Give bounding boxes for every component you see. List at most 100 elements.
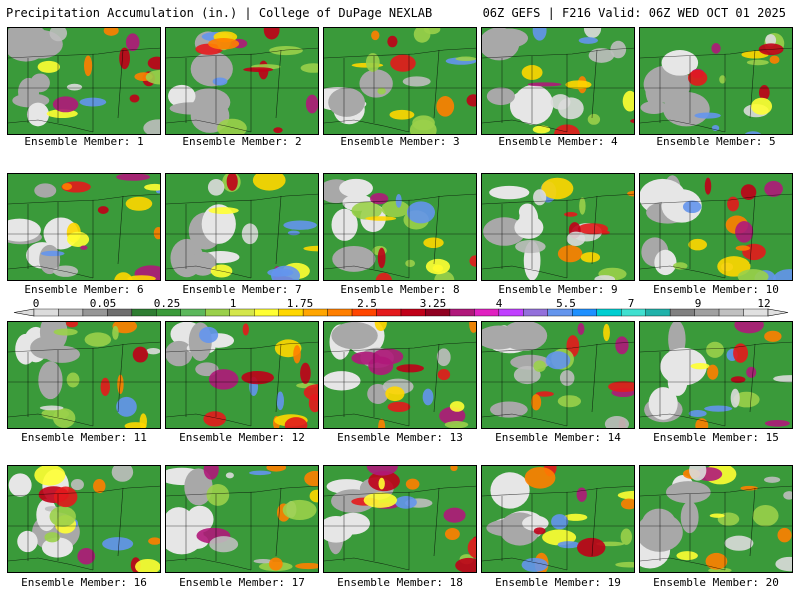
- colorbar-swatch: [107, 308, 133, 317]
- colorbar-swatch: [131, 308, 157, 317]
- colorbar-tick-label: 0: [33, 298, 40, 310]
- colorbar-swatch: [621, 308, 646, 317]
- ensemble-member-label: Ensemble Member: 20: [653, 576, 779, 589]
- colorbar-swatch: [302, 308, 328, 317]
- colorbar-tick-label: 0.25: [154, 298, 181, 310]
- ensemble-member-map: [165, 173, 319, 281]
- colorbar-swatch: [645, 308, 671, 317]
- ensemble-member-label: Ensemble Member: 8: [340, 283, 460, 296]
- precip-map-field: [324, 322, 476, 428]
- colorbar-swatch: [82, 308, 108, 317]
- ensemble-member-label: Ensemble Member: 3: [340, 135, 460, 148]
- colorbar-tick-label: 3.25: [420, 298, 447, 310]
- precip-map-field: [640, 322, 792, 428]
- ensemble-member-map: [165, 321, 319, 429]
- precip-map-field: [166, 322, 318, 428]
- colorbar-swatch: [449, 308, 475, 317]
- colorbar-swatch: [229, 308, 255, 317]
- colorbar-swatch: [596, 308, 622, 317]
- ensemble-member-label: Ensemble Member: 2: [182, 135, 302, 148]
- precip-map-field: [324, 174, 476, 280]
- colorbar-swatch: [523, 308, 548, 317]
- colorbar-tick-label: 12: [757, 298, 770, 310]
- precip-map-field: [640, 174, 792, 280]
- ensemble-member-map: [639, 321, 793, 429]
- colorbar-tick-label: 5.5: [556, 298, 576, 310]
- ensemble-member-map: [7, 27, 161, 135]
- ensemble-member-label: Ensemble Member: 19: [495, 576, 621, 589]
- colorbar-right-arrow: [767, 308, 789, 317]
- ensemble-member-label: Ensemble Member: 16: [21, 576, 147, 589]
- ensemble-member-map: [639, 465, 793, 573]
- ensemble-member-label: Ensemble Member: 14: [495, 431, 621, 444]
- colorbar-swatch: [278, 308, 304, 317]
- colorbar-swatch: [425, 308, 451, 317]
- precip-map-field: [166, 466, 318, 572]
- colorbar-tick-label: 9: [695, 298, 702, 310]
- colorbar-swatch: [58, 308, 84, 317]
- ensemble-member-map: [481, 27, 635, 135]
- ensemble-member-map: [639, 27, 793, 135]
- ensemble-member-map: [165, 465, 319, 573]
- colorbar-swatch: [694, 308, 720, 317]
- ensemble-member-map: [323, 321, 477, 429]
- precip-map-field: [166, 174, 318, 280]
- ensemble-member-map: [481, 321, 635, 429]
- ensemble-member-label: Ensemble Member: 13: [337, 431, 463, 444]
- precip-map-field: [8, 28, 160, 134]
- precip-map-field: [482, 322, 634, 428]
- ensemble-member-label: Ensemble Member: 9: [498, 283, 618, 296]
- precip-map-field: [482, 466, 634, 572]
- ensemble-member-label: Ensemble Member: 11: [21, 431, 147, 444]
- ensemble-member-label: Ensemble Member: 4: [498, 135, 618, 148]
- ensemble-member-map: [323, 465, 477, 573]
- ensemble-member-map: [7, 465, 161, 573]
- colorbar-swatch: [669, 308, 695, 317]
- colorbar-tick-label: 4: [496, 298, 503, 310]
- colorbar-swatch: [498, 308, 524, 317]
- colorbar-tick-label: 1: [230, 298, 237, 310]
- ensemble-member-map: [323, 173, 477, 281]
- model-run-info: 06Z GEFS | F216 Valid: 06Z WED OCT 01 20…: [482, 6, 786, 20]
- ensemble-member-map: [165, 27, 319, 135]
- colorbar-swatch: [156, 308, 181, 317]
- ensemble-member-map: [639, 173, 793, 281]
- colorbar-swatch: [351, 308, 377, 317]
- colorbar-swatch: [376, 308, 402, 317]
- precip-map-field: [482, 28, 634, 134]
- precip-map-field: [640, 28, 792, 134]
- colorbar-swatch: [253, 308, 279, 317]
- ensemble-member-label: Ensemble Member: 7: [182, 283, 302, 296]
- precip-map-field: [8, 466, 160, 572]
- precip-map-field: [166, 28, 318, 134]
- colorbar-swatch: [205, 308, 230, 317]
- colorbar-swatch: [33, 308, 59, 317]
- colorbar-swatch: [180, 308, 206, 317]
- colorbar-tick-label: 7: [628, 298, 635, 310]
- colorbar-swatch: [572, 308, 597, 317]
- precipitation-colorbar: 0 0.05 0.25 1 1.75 2.5 3.25 4 5.5 7 9 12: [13, 298, 789, 317]
- precip-map-field: [324, 466, 476, 572]
- ensemble-member-label: Ensemble Member: 17: [179, 576, 305, 589]
- precip-map-field: [8, 322, 160, 428]
- ensemble-member-map: [481, 173, 635, 281]
- ensemble-member-label: Ensemble Member: 12: [179, 431, 305, 444]
- ensemble-member-label: Ensemble Member: 5: [656, 135, 776, 148]
- ensemble-member-label: Ensemble Member: 6: [24, 283, 144, 296]
- colorbar-tick-label: 2.5: [357, 298, 377, 310]
- precip-map-field: [482, 174, 634, 280]
- ensemble-member-label: Ensemble Member: 10: [653, 283, 779, 296]
- precip-map-field: [8, 174, 160, 280]
- colorbar-left-arrow: [13, 308, 35, 317]
- ensemble-member-label: Ensemble Member: 1: [24, 135, 144, 148]
- colorbar-swatch: [547, 308, 573, 317]
- colorbar-swatch: [474, 308, 500, 317]
- ensemble-member-label: Ensemble Member: 18: [337, 576, 463, 589]
- precip-map-field: [324, 28, 476, 134]
- chart-title: Precipitation Accumulation (in.) | Colle…: [6, 6, 433, 20]
- colorbar-swatch: [718, 308, 744, 317]
- colorbar-tick-label: 1.75: [287, 298, 314, 310]
- ensemble-member-map: [481, 465, 635, 573]
- colorbar-swatch: [327, 308, 353, 317]
- precip-map-field: [640, 466, 792, 572]
